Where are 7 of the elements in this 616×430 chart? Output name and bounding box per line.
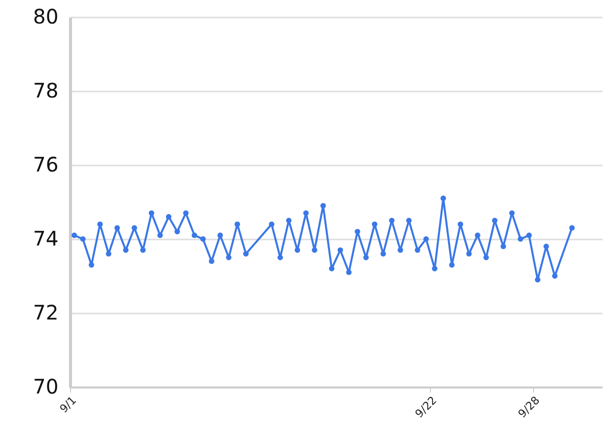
y-tick-label: 74 bbox=[33, 226, 58, 250]
y-tick-label: 80 bbox=[33, 4, 58, 28]
y-tick-label: 72 bbox=[33, 300, 58, 324]
y-tick-label: 76 bbox=[33, 152, 58, 176]
y-tick-label: 78 bbox=[33, 78, 58, 102]
x-tick-label: 9/1 bbox=[57, 394, 79, 416]
y-tick-label: 70 bbox=[33, 374, 58, 398]
